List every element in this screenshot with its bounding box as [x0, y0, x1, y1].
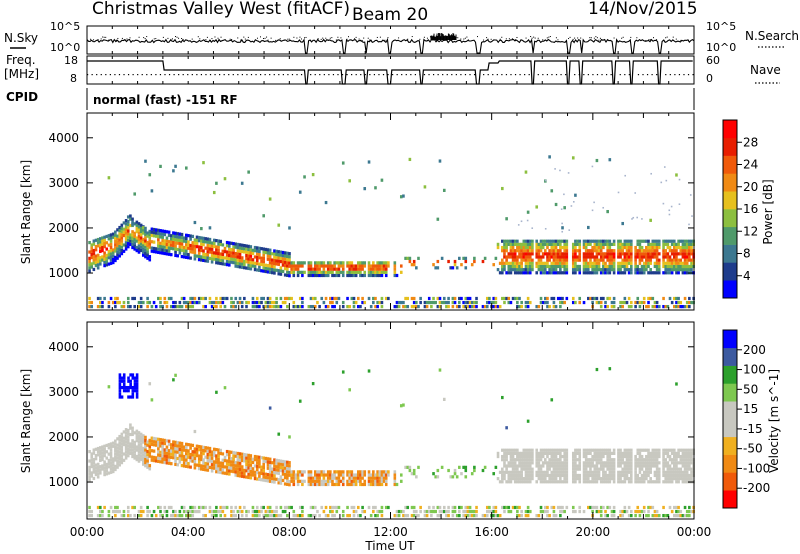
- cb-tick-label: 28: [743, 135, 758, 149]
- cb-tick-label: 50: [743, 382, 758, 396]
- xtick-label: 12:00: [373, 525, 408, 539]
- colorbar-swatch: [723, 347, 737, 366]
- ytick-label: 2000: [48, 221, 79, 235]
- colorbar-swatch: [723, 419, 737, 438]
- velocity-panel: 1000 2000 3000 4000 Slant Range [km]: [19, 321, 695, 520]
- velocity-cb-label: Velocity [m s^-1]: [767, 369, 781, 473]
- velocity-frame: [86, 321, 695, 520]
- ytick-label: 4000: [48, 340, 79, 354]
- colorbar-swatch: [723, 472, 737, 491]
- cpid-label: CPID: [6, 90, 38, 104]
- velocity-ylabel: Slant Range [km]: [19, 369, 33, 473]
- nave-tick-high: 60: [706, 54, 720, 67]
- date-label: 14/Nov/2015: [588, 0, 698, 19]
- freq-trace: [87, 60, 694, 85]
- velocity-cb-frame: [722, 329, 738, 509]
- colorbar-swatch: [723, 280, 737, 299]
- velocity-xticks: [86, 322, 695, 519]
- xtick-label: 00:00: [677, 525, 712, 539]
- time-axis-labels: 00:00 04:00 08:00 12:00 16:00 20:00 00:00: [70, 525, 712, 539]
- power-colorbar: 4 8 12 16 20 24 28 Power [dB]: [722, 119, 775, 299]
- cb-tick-label: 20: [743, 180, 758, 194]
- colorbar-swatch: [723, 173, 737, 192]
- beam-label: Beam 20: [352, 5, 428, 25]
- freq-tick-low: 8: [70, 72, 77, 85]
- colorbar-swatch: [723, 191, 737, 210]
- cb-tick-label: 12: [743, 224, 758, 238]
- nsearch-tick-high: 10^5: [706, 20, 736, 33]
- cb-tick-label: 15: [743, 402, 758, 416]
- colorbar-swatch: [723, 120, 737, 139]
- colorbar-swatch: [723, 490, 737, 509]
- colorbar-swatch: [723, 137, 737, 156]
- cb-tick-label: -200: [743, 481, 770, 495]
- cb-tick-label: -50: [743, 442, 763, 456]
- nsky-label: N.Sky: [4, 31, 38, 45]
- time-axis-title: Time UT: [364, 539, 415, 553]
- colorbar-swatch: [723, 209, 737, 228]
- nsky-line: [86, 37, 695, 54]
- xtick-label: 04:00: [171, 525, 206, 539]
- nsearch-tick-low: 10^0: [706, 41, 736, 54]
- cb-tick-label: 200: [743, 343, 766, 357]
- colorbar-swatch: [723, 226, 737, 245]
- station-title: Christmas Valley West (fitACF): [92, 0, 350, 19]
- velocity-cb-swatches: [723, 330, 737, 509]
- ytick-label: 1000: [48, 266, 79, 280]
- freq-line: [87, 60, 693, 85]
- ytick-label: 1000: [48, 475, 79, 489]
- cb-tick-label: -100: [743, 461, 770, 475]
- colorbar-swatch: [723, 383, 737, 402]
- power-yticks: 1000 2000 3000 4000: [48, 131, 694, 280]
- velocity-colorbar: -200 -100 -50 -15 15 50 100 200 Velocity [m s^-…: [722, 329, 781, 509]
- power-panel: 1000 2000 3000 4000 Slant Range [km]: [19, 112, 695, 311]
- colorbar-swatch: [723, 436, 737, 455]
- nave-label: Nave: [750, 63, 781, 77]
- velocity-cb-ticks: -200 -100 -50 -15 15 50 100 200: [737, 343, 770, 495]
- cb-tick-label: 4: [743, 269, 751, 283]
- nsky-trace: [86, 26, 695, 84]
- colorbar-swatch: [723, 401, 737, 420]
- velocity-data: [88, 367, 695, 518]
- colorbar-swatch: [723, 262, 737, 281]
- nsky-tick-low: 10^0: [50, 41, 80, 54]
- cb-tick-label: 8: [743, 247, 751, 261]
- power-ylabel: Slant Range [km]: [19, 160, 33, 264]
- ytick-label: 3000: [48, 176, 79, 190]
- power-cb-swatches: [723, 120, 737, 299]
- xtick-label: 16:00: [474, 525, 509, 539]
- freq-label: Freq.: [6, 53, 36, 67]
- colorbar-swatch: [723, 365, 737, 384]
- nave-tick-low: 0: [706, 72, 713, 85]
- velocity-yticks: 1000 2000 3000 4000: [48, 340, 694, 489]
- xtick-label: 00:00: [70, 525, 105, 539]
- cb-tick-label: 24: [743, 158, 758, 172]
- cb-tick-label: -15: [743, 422, 763, 436]
- colorbar-swatch: [723, 330, 737, 349]
- cb-tick-label: 100: [743, 363, 766, 377]
- power-cb-label: Power [dB]: [761, 179, 775, 244]
- colorbar-swatch: [723, 155, 737, 174]
- power-data: [88, 155, 695, 309]
- xtick-label: 08:00: [272, 525, 307, 539]
- freq-unit-label: [MHz]: [4, 67, 39, 81]
- nsky-tick-high: 10^5: [50, 20, 80, 33]
- power-cb-ticks: 4 8 12 16 20 24 28: [737, 135, 758, 283]
- freq-tick-high: 18: [64, 54, 78, 67]
- power-xticks: [86, 113, 695, 310]
- cpid-value: normal (fast) -151 RF: [93, 93, 238, 107]
- cb-tick-label: 16: [743, 202, 758, 216]
- nsearch-label: N.Search: [745, 29, 799, 43]
- xtick-label: 20:00: [576, 525, 611, 539]
- ytick-label: 3000: [48, 385, 79, 399]
- power-frame: [86, 112, 695, 311]
- colorbar-swatch: [723, 244, 737, 263]
- colorbar-swatch: [723, 454, 737, 473]
- ytick-label: 2000: [48, 430, 79, 444]
- ytick-label: 4000: [48, 131, 79, 145]
